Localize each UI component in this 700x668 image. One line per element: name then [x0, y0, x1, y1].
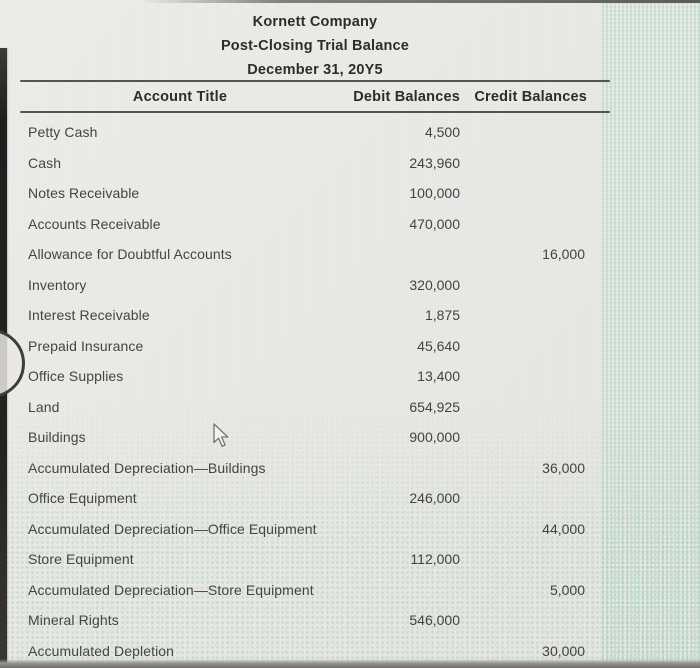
table-row: Inventory 320,000 — [20, 270, 610, 301]
column-header-account-title: Account Title — [132, 89, 228, 105]
table-row: Petty Cash 4,500 — [20, 117, 610, 148]
table-row: Interest Receivable 1,875 — [20, 300, 610, 331]
account-title-cell: Cash — [28, 154, 62, 171]
debit-balance-cell: 112,000 — [410, 551, 460, 568]
table-row: Land 654,925 — [20, 392, 610, 423]
header-divider-top — [20, 80, 610, 82]
mouse-cursor — [213, 423, 229, 447]
account-title-cell: Prepaid Insurance — [28, 337, 144, 354]
credit-balance-cell: 30,000 — [542, 642, 585, 659]
debit-balance-cell: 900,000 — [409, 429, 460, 446]
table-row: Accumulated Depreciation—Buildings 36,000 — [20, 453, 610, 484]
column-header-credit-balances: Credit Balances — [474, 89, 587, 105]
table-row: Allowance for Doubtful Accounts 16,000 — [20, 239, 610, 270]
screen-bottom-edge — [0, 659, 700, 668]
table-row: Mineral Rights 546,000 — [20, 605, 610, 636]
account-title-cell: Accumulated Depreciation—Office Equipmen… — [28, 520, 317, 537]
credit-balance-cell: 36,000 — [542, 459, 585, 476]
debit-balance-cell: 1,875 — [424, 307, 460, 324]
table-row: Accumulated Depreciation—Office Equipmen… — [20, 514, 610, 545]
account-title-cell: Accumulated Depreciation—Buildings — [28, 459, 266, 476]
account-title-cell: Office Equipment — [28, 490, 137, 507]
account-title-cell: Notes Receivable — [28, 185, 140, 202]
table-row: Accumulated Depreciation—Store Equipment… — [20, 575, 610, 606]
account-title-cell: Interest Receivable — [28, 307, 150, 324]
account-title-cell: Office Supplies — [28, 368, 124, 385]
table-row: Accounts Receivable 470,000 — [20, 209, 610, 240]
account-title-cell: Land — [28, 398, 60, 415]
document-heading: Kornett Company Post-Closing Trial Balan… — [20, 10, 610, 82]
debit-balance-cell: 243,960 — [409, 154, 460, 171]
account-title-cell: Accumulated Depreciation—Store Equipment — [28, 581, 314, 598]
table-row: Store Equipment 112,000 — [20, 544, 610, 575]
table-body: Petty Cash 4,500 Cash 243,960 Notes Receivab… — [20, 117, 610, 666]
account-title-cell: Buildings — [28, 429, 86, 446]
header-divider-bottom — [20, 111, 610, 113]
debit-balance-cell: 246,000 — [409, 490, 460, 507]
debit-balance-cell: 470,000 — [409, 215, 460, 232]
account-title-cell: Accounts Receivable — [28, 215, 161, 232]
account-title-cell: Allowance for Doubtful Accounts — [28, 246, 232, 263]
table-row: Notes Receivable 100,000 — [20, 178, 610, 209]
report-date: December 31, 20Y5 — [247, 62, 383, 78]
table-row: Office Supplies 13,400 — [20, 361, 610, 392]
column-header-debit-balances: Debit Balances — [353, 89, 460, 105]
debit-balance-cell: 100,000 — [409, 185, 460, 202]
table-row: Office Equipment 246,000 — [20, 483, 610, 514]
table-row: Prepaid Insurance 45,640 — [20, 331, 610, 362]
screen-top-edge — [140, 0, 700, 3]
account-title-cell: Mineral Rights — [28, 612, 119, 629]
debit-balance-cell: 320,000 — [409, 276, 460, 293]
debit-balance-cell: 13,400 — [417, 368, 460, 385]
table-row: Cash 243,960 — [20, 148, 610, 179]
credit-balance-cell: 44,000 — [542, 520, 585, 537]
report-title: Post-Closing Trial Balance — [220, 38, 410, 54]
debit-balance-cell: 45,640 — [417, 337, 460, 354]
table-row: Buildings 900,000 — [20, 422, 610, 453]
table-header-row: Account Title Debit Balances Credit Bala… — [20, 84, 610, 110]
account-title-cell: Inventory — [28, 276, 87, 293]
account-title-cell: Store Equipment — [28, 551, 134, 568]
table-row: Accumulated Depletion 30,000 — [20, 636, 610, 667]
credit-balance-cell: 16,000 — [542, 246, 585, 263]
account-title-cell: Petty Cash — [28, 124, 98, 141]
debit-balance-cell: 546,000 — [409, 612, 460, 629]
company-name: Kornett Company — [252, 14, 378, 30]
credit-balance-cell: 5,000 — [549, 581, 585, 598]
debit-balance-cell: 654,925 — [409, 398, 460, 415]
debit-balance-cell: 4,500 — [424, 124, 460, 141]
account-title-cell: Accumulated Depletion — [28, 642, 175, 659]
